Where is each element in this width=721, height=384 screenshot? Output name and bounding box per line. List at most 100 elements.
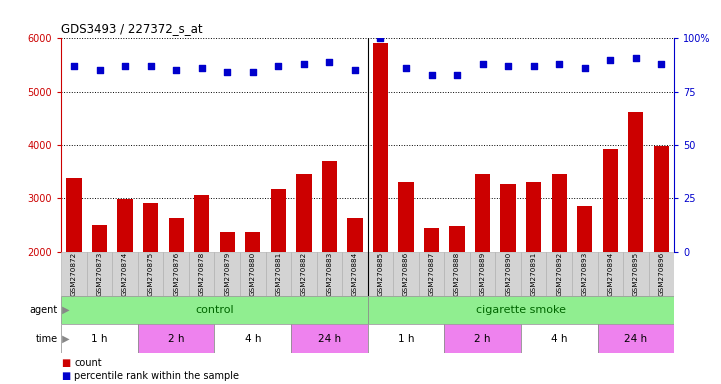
- Text: time: time: [35, 334, 58, 344]
- Bar: [598, 252, 623, 296]
- Bar: [348, 218, 363, 358]
- Point: [349, 67, 360, 73]
- Point: [273, 63, 284, 69]
- Bar: [215, 324, 291, 353]
- Point: [94, 67, 105, 73]
- Bar: [368, 252, 393, 296]
- Bar: [603, 149, 618, 358]
- Text: GSM270893: GSM270893: [582, 252, 588, 296]
- Bar: [61, 252, 87, 296]
- Bar: [521, 324, 598, 353]
- Point: [170, 67, 182, 73]
- Point: [655, 61, 667, 67]
- Bar: [424, 228, 439, 358]
- Bar: [61, 296, 368, 324]
- Point: [375, 35, 386, 41]
- Text: GSM270892: GSM270892: [556, 252, 562, 296]
- Bar: [245, 232, 260, 358]
- Bar: [368, 324, 444, 353]
- Text: GDS3493 / 227372_s_at: GDS3493 / 227372_s_at: [61, 22, 203, 35]
- Text: percentile rank within the sample: percentile rank within the sample: [74, 371, 239, 381]
- Point: [503, 63, 514, 69]
- Bar: [270, 189, 286, 358]
- Bar: [291, 252, 317, 296]
- Text: GSM270887: GSM270887: [428, 252, 435, 296]
- Text: GSM270889: GSM270889: [479, 252, 486, 296]
- Point: [579, 65, 590, 71]
- Bar: [368, 296, 674, 324]
- Bar: [552, 174, 567, 358]
- Text: 4 h: 4 h: [551, 334, 567, 344]
- Bar: [291, 324, 368, 353]
- Text: GSM270884: GSM270884: [352, 252, 358, 296]
- Point: [196, 65, 208, 71]
- Bar: [112, 252, 138, 296]
- Bar: [598, 324, 674, 353]
- Bar: [495, 252, 521, 296]
- Text: 24 h: 24 h: [318, 334, 341, 344]
- Point: [528, 63, 539, 69]
- Bar: [654, 146, 669, 358]
- Text: GSM270882: GSM270882: [301, 252, 307, 296]
- Text: GSM270895: GSM270895: [633, 252, 639, 296]
- Text: ■: ■: [61, 358, 71, 368]
- Bar: [623, 252, 649, 296]
- Point: [120, 63, 131, 69]
- Text: GSM270874: GSM270874: [122, 252, 128, 296]
- Text: 1 h: 1 h: [398, 334, 415, 344]
- Bar: [393, 252, 419, 296]
- Text: GSM270881: GSM270881: [275, 252, 281, 296]
- Text: GSM270878: GSM270878: [199, 252, 205, 296]
- Text: GSM270894: GSM270894: [607, 252, 614, 296]
- Bar: [138, 252, 164, 296]
- Bar: [164, 252, 189, 296]
- Bar: [189, 252, 215, 296]
- Bar: [143, 202, 159, 358]
- Text: 4 h: 4 h: [244, 334, 261, 344]
- Text: 2 h: 2 h: [168, 334, 185, 344]
- Text: GSM270896: GSM270896: [658, 252, 664, 296]
- Bar: [92, 225, 107, 358]
- Point: [630, 55, 642, 61]
- Text: GSM270886: GSM270886: [403, 252, 409, 296]
- Bar: [444, 252, 470, 296]
- Text: cigarette smoke: cigarette smoke: [476, 305, 566, 315]
- Bar: [66, 178, 81, 358]
- Text: GSM270885: GSM270885: [378, 252, 384, 296]
- Bar: [342, 252, 368, 296]
- Text: GSM270872: GSM270872: [71, 252, 77, 296]
- Point: [604, 56, 616, 63]
- Text: GSM270891: GSM270891: [531, 252, 536, 296]
- Bar: [649, 252, 674, 296]
- Bar: [500, 184, 516, 358]
- Text: ▶: ▶: [59, 334, 70, 344]
- Bar: [526, 182, 541, 358]
- Bar: [215, 252, 240, 296]
- Text: GSM270879: GSM270879: [224, 252, 230, 296]
- Point: [554, 61, 565, 67]
- Point: [451, 71, 463, 78]
- Text: GSM270888: GSM270888: [454, 252, 460, 296]
- Point: [68, 63, 80, 69]
- Point: [477, 61, 488, 67]
- Text: GSM270883: GSM270883: [327, 252, 332, 296]
- Text: 2 h: 2 h: [474, 334, 491, 344]
- Bar: [628, 112, 644, 358]
- Bar: [444, 324, 521, 353]
- Bar: [475, 174, 490, 358]
- Text: GSM270876: GSM270876: [173, 252, 180, 296]
- Text: ▶: ▶: [59, 305, 70, 315]
- Text: ■: ■: [61, 371, 71, 381]
- Point: [298, 61, 309, 67]
- Bar: [220, 232, 235, 358]
- Bar: [547, 252, 572, 296]
- Text: GSM270873: GSM270873: [97, 252, 102, 296]
- Bar: [572, 252, 598, 296]
- Bar: [373, 43, 388, 358]
- Point: [145, 63, 156, 69]
- Point: [324, 59, 335, 65]
- Text: count: count: [74, 358, 102, 368]
- Point: [400, 65, 412, 71]
- Bar: [265, 252, 291, 296]
- Bar: [322, 161, 337, 358]
